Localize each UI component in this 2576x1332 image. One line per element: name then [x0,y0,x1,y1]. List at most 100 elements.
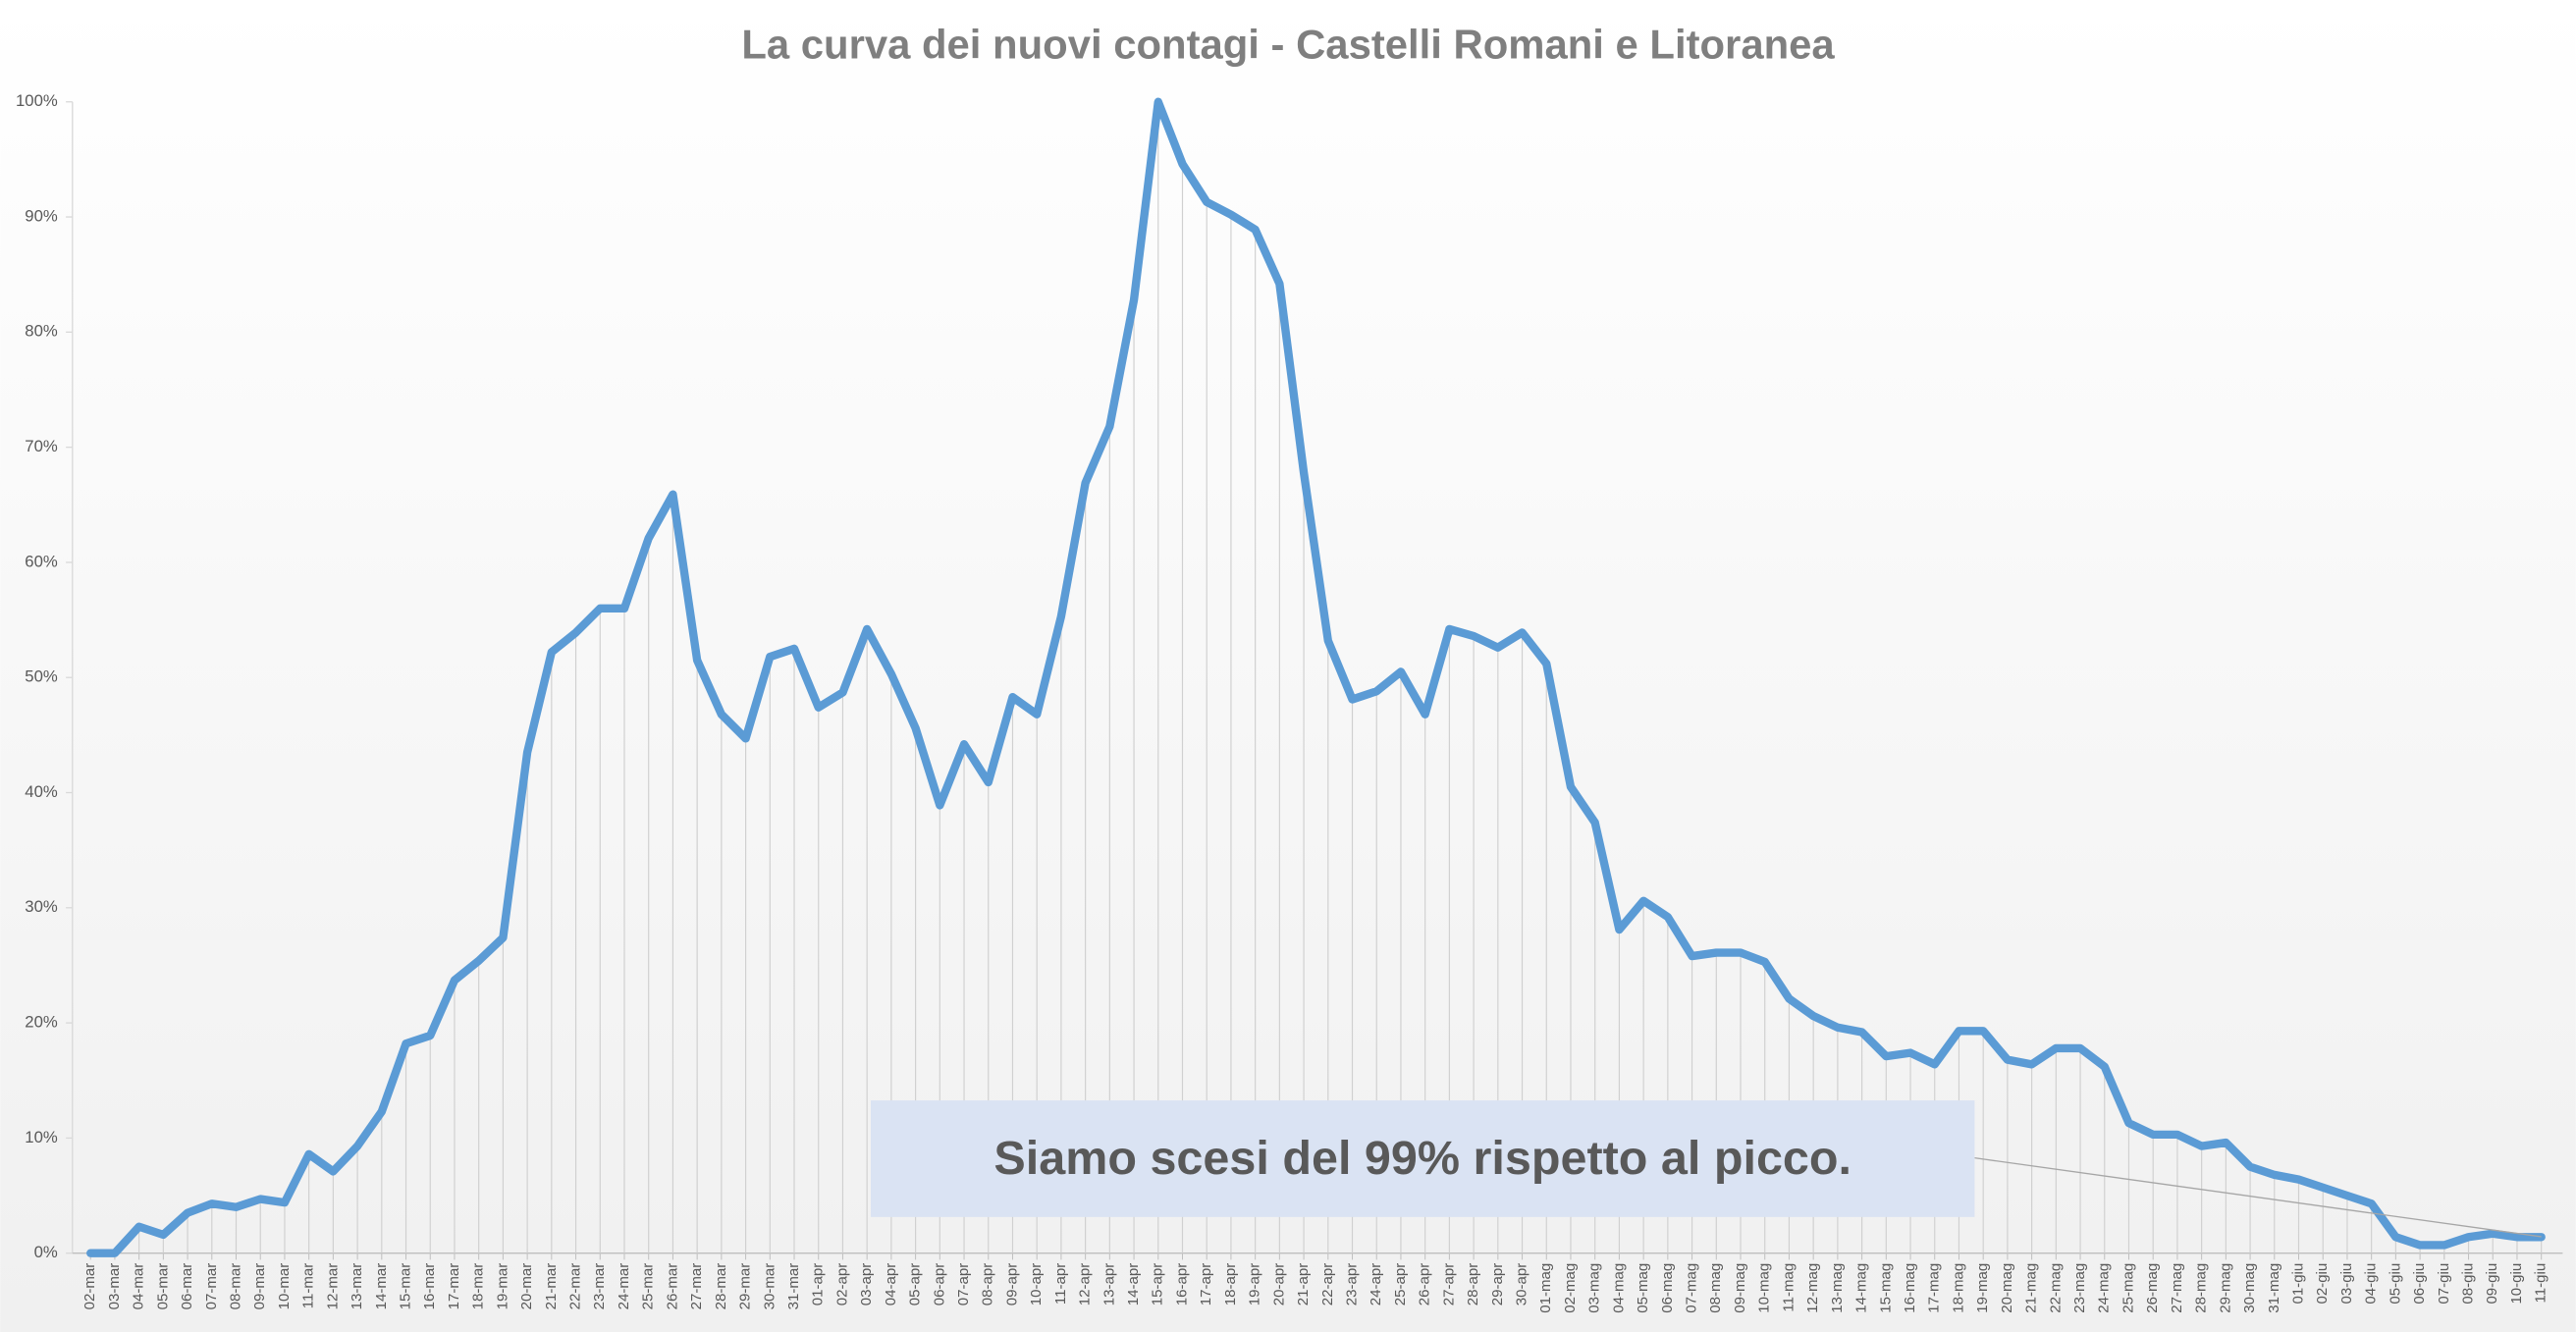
leader-line [1974,1156,2542,1238]
x-tick-label: 13-mar [349,1263,365,1310]
x-tick-label: 09-mar [251,1263,268,1310]
x-tick-label: 26-apr [1417,1263,1433,1306]
x-tick-label: 31-mag [2266,1263,2282,1313]
x-tick-label: 30-mag [2241,1263,2258,1313]
x-tick-label: 15-mag [1877,1263,1894,1313]
x-tick-label: 19-apr [1247,1263,1263,1306]
x-tick-label: 06-mar [179,1263,195,1310]
y-tick-label: 50% [25,667,58,686]
x-tick-label: 18-apr [1222,1263,1239,1306]
x-tick-label: 29-apr [1489,1263,1506,1306]
y-tick-label: 20% [25,1013,58,1032]
x-tick-label: 02-apr [833,1263,850,1306]
y-tick-label: 70% [25,437,58,455]
x-tick-label: 25-mag [2120,1263,2136,1313]
x-tick-label: 02-mar [81,1263,98,1310]
x-tick-label: 16-apr [1173,1263,1190,1306]
chart-title: La curva dei nuovi contagi - Castelli Ro… [741,22,1835,68]
x-tick-label: 17-mag [1926,1263,1943,1313]
x-tick-label: 13-mag [1829,1263,1846,1313]
x-tick-label: 04-mag [1610,1263,1627,1313]
x-tick-label: 26-mar [664,1263,680,1310]
x-tick-label: 30-mar [761,1263,778,1310]
y-tick-label: 100% [16,91,58,110]
x-tick-label: 27-mar [688,1263,705,1310]
x-tick-label: 05-giu [2387,1263,2403,1305]
x-tick-label: 14-mar [373,1263,390,1310]
x-tick-label: 07-giu [2436,1263,2452,1305]
x-tick-label: 22-apr [1319,1263,1336,1306]
x-tick-label: 08-mar [227,1263,243,1310]
y-tick-label: 30% [25,897,58,916]
x-tick-label: 18-mar [470,1263,487,1310]
y-tick-label: 10% [25,1128,58,1146]
x-tick-label: 07-apr [955,1263,972,1306]
x-tick-label: 09-giu [2484,1263,2500,1305]
x-tick-label: 03-mag [1586,1263,1603,1313]
x-tick-label: 01-mag [1537,1263,1554,1313]
y-tick-label: 60% [25,552,58,570]
x-tick-label: 28-mar [713,1263,729,1310]
x-tick-label: 23-mar [591,1263,608,1310]
x-tick-label: 17-apr [1198,1263,1214,1306]
x-tick-label: 13-apr [1100,1263,1117,1306]
x-tick-label: 24-mag [2096,1263,2113,1313]
x-tick-label: 23-mag [2071,1263,2088,1313]
x-tick-label: 07-mar [203,1263,220,1310]
x-tick-label: 27-apr [1440,1263,1457,1306]
x-tick-label: 10-apr [1028,1263,1045,1306]
y-tick-label: 40% [25,782,58,801]
y-tick-label: 90% [25,206,58,225]
x-tick-label: 05-mag [1635,1263,1651,1313]
y-tick-label: 0% [34,1243,58,1261]
x-tick-label: 21-mag [2023,1263,2040,1313]
x-tick-label: 03-apr [858,1263,875,1306]
x-tick-label: 04-mar [131,1263,147,1310]
x-tick-label: 14-mag [1853,1263,1870,1313]
x-tick-label: 06-mag [1659,1263,1676,1313]
x-tick-label: 23-apr [1343,1263,1360,1306]
x-tick-label: 11-mar [300,1263,317,1309]
x-tick-label: 16-mag [1902,1263,1918,1313]
x-tick-label: 12-mag [1804,1263,1821,1313]
x-tick-label: 07-mag [1684,1263,1700,1313]
x-tick-label: 03-giu [2338,1263,2355,1305]
data-line [86,97,2546,1257]
y-tick-label: 80% [25,322,58,341]
x-tick-label: 20-mar [518,1263,535,1310]
x-tick-label: 12-apr [1077,1263,1094,1306]
x-tick-label: 04-giu [2363,1263,2380,1305]
x-tick-label: 01-giu [2289,1263,2306,1305]
x-tick-label: 30-apr [1514,1263,1530,1306]
x-tick-label: 11-apr [1052,1263,1069,1305]
x-tick-label: 12-mar [324,1263,341,1310]
x-tick-label: 20-apr [1270,1263,1287,1306]
x-tick-label: 14-apr [1125,1263,1142,1306]
x-tick-label: 28-apr [1465,1263,1481,1306]
x-tick-label: 29-mag [2217,1263,2233,1313]
x-tick-label: 05-apr [907,1263,924,1306]
plot: 0% 10% 20% 30% 40% 50% 60% 70% 80% 90% 100% 02-mar 0… [16,91,2563,1313]
x-tick-label: 25-apr [1392,1263,1409,1306]
x-tick-label: 18-mag [1950,1263,1966,1313]
x-tick-label: 15-apr [1150,1263,1166,1306]
x-tick-label: 24-mar [616,1263,632,1310]
x-tick-label: 28-mag [2193,1263,2210,1313]
x-tick-label: 10-mag [1756,1263,1773,1313]
x-tick-label: 06-apr [931,1263,947,1306]
x-tick-label: 01-apr [810,1263,827,1306]
x-tick-label: 19-mag [1974,1263,1991,1313]
x-tick-label: 02-giu [2314,1263,2331,1305]
x-tick-label: 09-mag [1732,1263,1748,1313]
x-tick-label: 11-giu [2533,1263,2549,1304]
x-tick-label: 21-mar [543,1263,560,1310]
x-tick-label: 08-mag [1707,1263,1724,1313]
x-tick-label: 20-mag [1999,1263,2015,1313]
x-tick-label: 27-mag [2169,1263,2185,1313]
x-tick-label: 04-apr [883,1263,899,1306]
x-tick-label: 10-giu [2508,1263,2525,1305]
x-tick-label: 17-mar [446,1263,462,1310]
x-tick-label: 21-apr [1295,1263,1312,1306]
annotation-box [870,1100,1975,1217]
